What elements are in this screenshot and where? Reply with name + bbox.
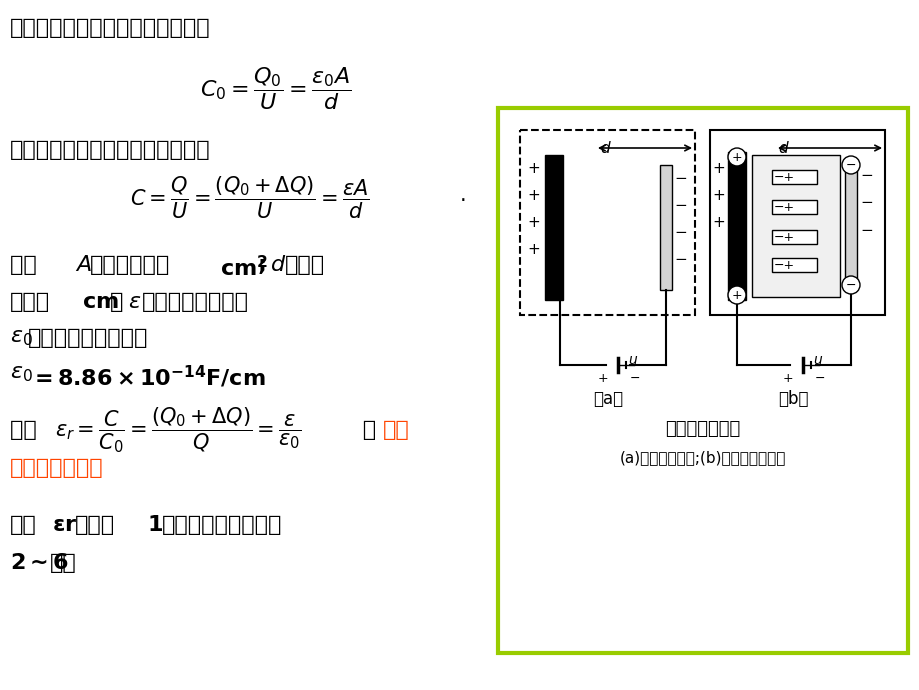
Text: +: + bbox=[527, 215, 539, 230]
Bar bbox=[771, 258, 816, 272]
Text: $\varepsilon_0$: $\varepsilon_0$ bbox=[10, 328, 33, 348]
Text: 式中: 式中 bbox=[10, 255, 52, 275]
Text: 之间: 之间 bbox=[50, 553, 76, 573]
Text: ;: ; bbox=[257, 255, 275, 275]
Circle shape bbox=[727, 148, 745, 166]
Text: −: − bbox=[674, 197, 686, 213]
Text: （b）: （b） bbox=[777, 390, 808, 408]
Text: $\mathbf{=8.86\times10^{-14}F/cm}$: $\mathbf{=8.86\times10^{-14}F/cm}$ bbox=[30, 364, 266, 391]
Text: −: − bbox=[814, 372, 824, 385]
Text: ；: ； bbox=[110, 292, 123, 312]
Bar bbox=[497, 108, 907, 653]
Text: －介质的介电常数: －介质的介电常数 bbox=[142, 292, 249, 312]
Text: $d$: $d$ bbox=[777, 140, 789, 156]
Text: 平行平板电容器在真空中的电容为: 平行平板电容器在真空中的电容为 bbox=[10, 18, 210, 38]
Text: 为: 为 bbox=[355, 420, 376, 440]
Text: .: . bbox=[460, 185, 466, 205]
Circle shape bbox=[727, 286, 745, 304]
Bar bbox=[727, 152, 745, 300]
Text: −: − bbox=[845, 159, 856, 172]
Text: $\mathbf{cm}$: $\mathbf{cm}$ bbox=[82, 292, 119, 312]
Text: −: − bbox=[674, 224, 686, 239]
Text: +: + bbox=[527, 161, 539, 175]
Text: −+: −+ bbox=[773, 170, 794, 184]
Text: $\varepsilon_r = \dfrac{C}{C_0} = \dfrac{(Q_0 + \Delta Q)}{Q} = \dfrac{\varepsil: $\varepsilon_r = \dfrac{C}{C_0} = \dfrac… bbox=[55, 405, 301, 455]
Text: 介质极化示意图: 介质极化示意图 bbox=[664, 420, 740, 438]
Text: （a）: （a） bbox=[592, 390, 622, 408]
Text: $u$: $u$ bbox=[812, 353, 823, 367]
Text: $\mathit{A}$: $\mathit{A}$ bbox=[75, 255, 92, 275]
Bar bbox=[659, 165, 671, 290]
Text: −+: −+ bbox=[773, 230, 794, 244]
Text: 当极板间插入固体介质后，电容为: 当极板间插入固体介质后，电容为 bbox=[10, 140, 210, 160]
Text: −: − bbox=[845, 279, 856, 291]
Bar bbox=[709, 130, 884, 315]
Text: 定义: 定义 bbox=[10, 420, 44, 440]
Bar bbox=[771, 200, 816, 214]
Bar bbox=[544, 155, 562, 300]
Text: +: + bbox=[711, 161, 724, 175]
Text: +: + bbox=[527, 241, 539, 257]
Bar bbox=[751, 155, 839, 297]
Text: 相对介电常数。: 相对介电常数。 bbox=[10, 458, 104, 478]
Text: −+: −+ bbox=[773, 259, 794, 271]
Text: $\mathbf{1}$: $\mathbf{1}$ bbox=[147, 515, 163, 535]
Text: $d$: $d$ bbox=[599, 140, 611, 156]
Text: $\mathbf{\varepsilon r}$: $\mathbf{\varepsilon r}$ bbox=[52, 515, 77, 535]
Text: +: + bbox=[731, 150, 742, 164]
Text: $\varepsilon_0$: $\varepsilon_0$ bbox=[10, 364, 33, 384]
Text: －极间: －极间 bbox=[285, 255, 324, 275]
Text: 接近于: 接近于 bbox=[75, 515, 115, 535]
Text: −: − bbox=[859, 195, 872, 210]
Text: $\varepsilon$: $\varepsilon$ bbox=[128, 292, 142, 312]
Text: −: − bbox=[674, 170, 686, 186]
Text: $C = \dfrac{Q}{U} = \dfrac{(Q_0 + \Delta Q)}{U} = \dfrac{\varepsilon A}{d}$: $C = \dfrac{Q}{U} = \dfrac{(Q_0 + \Delta… bbox=[130, 175, 369, 221]
Text: +: + bbox=[597, 372, 608, 385]
Text: －极板面积，: －极板面积， bbox=[90, 255, 170, 275]
Text: −: − bbox=[630, 372, 640, 385]
Text: +: + bbox=[711, 215, 724, 230]
Text: ，液体和固体大多在: ，液体和固体大多在 bbox=[162, 515, 282, 535]
Bar bbox=[844, 160, 857, 290]
Text: －真空的介电常数，: －真空的介电常数， bbox=[28, 328, 148, 348]
Text: −: − bbox=[859, 222, 872, 237]
Text: (a)极板部为真空;(b)极板部放入介质: (a)极板部为真空;(b)极板部放入介质 bbox=[619, 450, 786, 465]
Text: 气体: 气体 bbox=[10, 515, 37, 535]
Text: +: + bbox=[711, 188, 724, 202]
Text: $\mathit{d}$: $\mathit{d}$ bbox=[269, 255, 286, 275]
Text: $\mathbf{2\sim6}$: $\mathbf{2\sim6}$ bbox=[10, 553, 69, 573]
Text: 介质: 介质 bbox=[382, 420, 409, 440]
Text: −: − bbox=[674, 251, 686, 266]
Text: $\mathbf{cm^2}$: $\mathbf{cm^2}$ bbox=[220, 255, 267, 280]
Text: +: + bbox=[731, 288, 742, 302]
Text: 距离，: 距离， bbox=[10, 292, 50, 312]
Bar bbox=[771, 170, 816, 184]
Bar bbox=[519, 130, 694, 315]
Text: −+: −+ bbox=[773, 201, 794, 213]
Text: $C_0 = \dfrac{Q_0}{U} = \dfrac{\varepsilon_0 A}{d}$: $C_0 = \dfrac{Q_0}{U} = \dfrac{\varepsil… bbox=[199, 65, 351, 112]
Text: +: + bbox=[782, 372, 793, 385]
Bar bbox=[771, 230, 816, 244]
Text: −: − bbox=[859, 168, 872, 182]
Circle shape bbox=[841, 276, 859, 294]
Text: $u$: $u$ bbox=[628, 353, 638, 367]
Circle shape bbox=[841, 156, 859, 174]
Text: +: + bbox=[527, 188, 539, 202]
